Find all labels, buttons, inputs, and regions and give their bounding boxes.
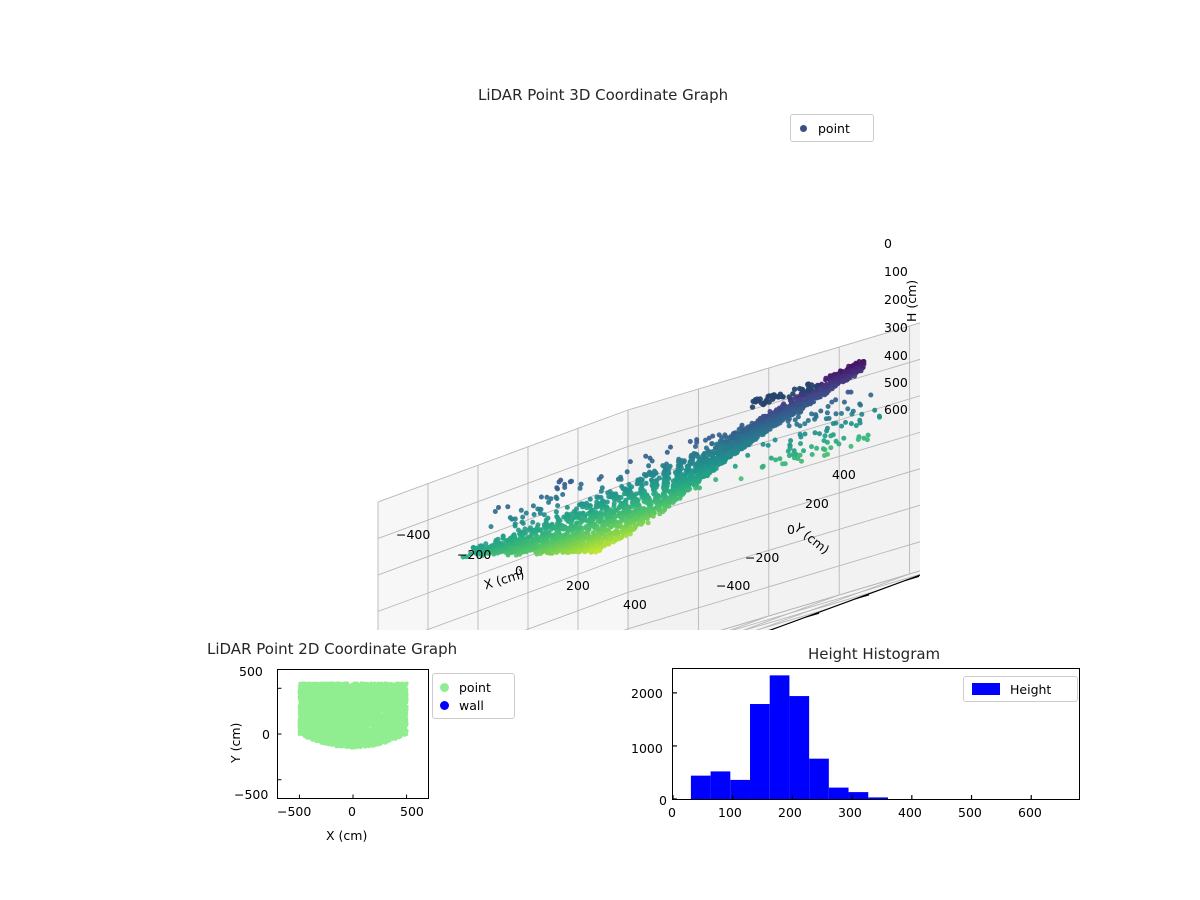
plot3d-zaxis-label: H (cm) bbox=[904, 279, 919, 322]
plot2d-canvas bbox=[278, 681, 409, 798]
plot3d-xtick-200: 200 bbox=[566, 578, 590, 593]
plot3d-canvas bbox=[377, 322, 920, 630]
height-patch-icon bbox=[972, 683, 1000, 695]
histogram-legend-label: Height bbox=[1010, 681, 1052, 697]
plot2d-xtick-0: 0 bbox=[348, 804, 356, 819]
plot3d-xtick-n400: −400 bbox=[396, 527, 431, 542]
histogram-ytick-2000: 2000 bbox=[631, 686, 663, 701]
plot2d-xaxis-label: X (cm) bbox=[326, 828, 368, 843]
wall-marker-icon bbox=[440, 700, 449, 710]
histogram-legend[interactable]: Height bbox=[963, 676, 1078, 702]
plot2d-xtick-500: 500 bbox=[400, 804, 424, 819]
plot2d-ytick-n500: −500 bbox=[234, 787, 269, 802]
plot3d-ztick-500: 500 bbox=[884, 375, 908, 390]
plot3d-xtick-400: 400 bbox=[623, 597, 647, 612]
plot2d-yaxis-label: Y (cm) bbox=[228, 722, 243, 763]
histogram-xtick-400: 400 bbox=[898, 805, 922, 820]
plot3d-ytick-n400: −400 bbox=[716, 578, 751, 593]
plot3d-ytick-0: 0 bbox=[787, 522, 795, 537]
plot2d-ytick-0: 0 bbox=[262, 727, 270, 742]
plot3d-ytick-200: 200 bbox=[805, 496, 829, 511]
plot3d-ztick-300: 300 bbox=[884, 320, 908, 335]
plot3d-ztick-400: 400 bbox=[884, 348, 908, 363]
point-marker-icon bbox=[800, 124, 807, 132]
plot3d-ytick-400: 400 bbox=[832, 467, 856, 482]
histogram-xtick-100: 100 bbox=[718, 805, 742, 820]
histogram-title: Height Histogram bbox=[808, 645, 941, 663]
plot3d-legend[interactable]: point bbox=[790, 114, 874, 142]
plot2d-xtick-n500: −500 bbox=[277, 804, 312, 819]
plot3d-ytick-n200: −200 bbox=[745, 550, 780, 565]
plot2d-legend-label-point: point bbox=[459, 679, 491, 695]
plot3d-xtick-n200: −200 bbox=[457, 547, 492, 562]
point-marker-icon bbox=[440, 682, 449, 692]
plot3d-ztick-600: 600 bbox=[884, 402, 908, 417]
plot2d-legend[interactable]: point wall bbox=[432, 673, 515, 719]
plot3d-ztick-200: 200 bbox=[884, 292, 908, 307]
plot2d-axes[interactable] bbox=[277, 669, 429, 799]
plot3d-ztick-100: 100 bbox=[884, 264, 908, 279]
histogram-xtick-300: 300 bbox=[838, 805, 862, 820]
plot2d-ytick-500: 500 bbox=[239, 664, 263, 679]
plot3d-axes[interactable] bbox=[300, 140, 920, 630]
plot2d-legend-label-wall: wall bbox=[459, 697, 484, 713]
plot2d-title: LiDAR Point 2D Coordinate Graph bbox=[207, 640, 458, 658]
histogram-xtick-600: 600 bbox=[1018, 805, 1042, 820]
histogram-ytick-0: 0 bbox=[659, 793, 667, 808]
histogram-canvas bbox=[673, 675, 1032, 799]
plot2d-legend-item-point[interactable]: point bbox=[440, 678, 507, 696]
plot3d-title: LiDAR Point 3D Coordinate Graph bbox=[478, 86, 729, 104]
plot3d-legend-label-point: point bbox=[818, 120, 850, 136]
histogram-xtick-500: 500 bbox=[958, 805, 982, 820]
histogram-ytick-1000: 1000 bbox=[631, 741, 663, 756]
plot3d-ztick-0: 0 bbox=[884, 236, 892, 251]
histogram-xtick-200: 200 bbox=[778, 805, 802, 820]
plot2d-legend-item-wall[interactable]: wall bbox=[440, 696, 507, 714]
plot3d-xtick-0: 0 bbox=[515, 563, 523, 578]
histogram-xtick-0: 0 bbox=[668, 805, 676, 820]
